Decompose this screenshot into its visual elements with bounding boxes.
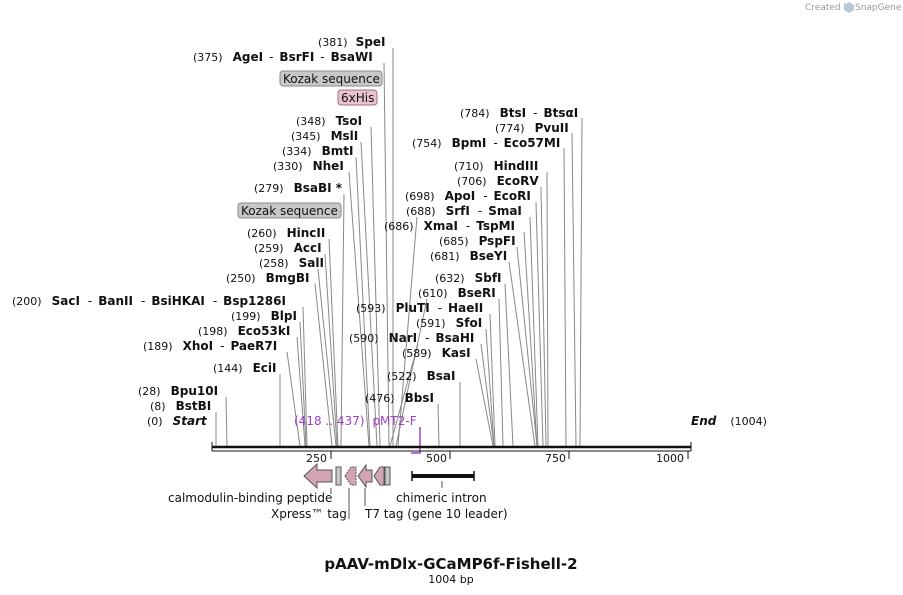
- start-marker: (0) Start: [147, 414, 208, 428]
- site-bpmi: (754) BpmI - Eco57MI: [412, 136, 560, 150]
- site-hincii: (260) HincII: [247, 226, 325, 240]
- site-sfoi: (591) SfoI: [416, 316, 482, 330]
- tick-750: 750: [545, 452, 566, 465]
- map-ends: (0) Start End (1004): [147, 414, 767, 428]
- t7-label: T7 tag (gene 10 leader): [364, 507, 508, 521]
- his-tag-feature-arrow: [373, 466, 385, 486]
- site-bseyi: (681) BseYI: [430, 249, 507, 263]
- his-tag-label: 6xHis: [341, 91, 374, 105]
- site-sbfi: (632) SbfI: [435, 271, 502, 285]
- site-bsai: (522) BsaI: [387, 369, 455, 383]
- site-bmgbi: (250) BmgBI: [226, 271, 309, 285]
- site-saci: (200) SacI - BanII - BsiHKAI - Bsp1286I: [12, 294, 286, 308]
- chimeric-intron-label: chimeric intron: [396, 491, 487, 505]
- xpress-tag-arrow: [344, 466, 357, 486]
- site-ecii: (144) EciI: [213, 361, 276, 375]
- primer-label: (418 .. 437) pMT2-F: [294, 414, 417, 428]
- tick-1000: 1000: [656, 452, 684, 465]
- site-bstbi: (8) BstBI: [150, 399, 211, 413]
- tick-500: 500: [426, 452, 447, 465]
- site-ecorv: (706) EcoRV: [457, 174, 539, 188]
- end-marker: End (1004): [691, 414, 767, 428]
- t7-tag-arrow: [357, 463, 373, 489]
- site-msli: (345) MslI: [291, 129, 358, 143]
- site-bbsi: (476) BbsI: [365, 391, 434, 405]
- site-pspfi: (685) PspFI: [439, 234, 516, 248]
- brand-label: SnapGene: [855, 3, 902, 13]
- site-lines: [215, 48, 583, 447]
- plasmid-length: 1004 bp: [428, 573, 473, 586]
- site-btsi: (784) BtsI - BtsαI: [460, 106, 578, 120]
- primer-pmt2f: (418 .. 437) pMT2-F: [294, 414, 421, 454]
- site-apoi: (698) ApoI - EcoRI: [405, 189, 531, 203]
- site-blpi: (199) BlpI: [231, 309, 297, 323]
- primer-arrow: [411, 427, 421, 454]
- snapgene-credit: Created by SnapGene: [805, 2, 902, 13]
- site-nari: (590) NarI - BsaHI: [349, 331, 474, 345]
- site-bsabi: (279) BsaBI *: [254, 181, 343, 195]
- site-beri: (610) BseRI: [418, 286, 496, 300]
- site-agei: (375) AgeI - BsrFI - BsaWI: [193, 50, 373, 64]
- site-kasi: (589) KasI: [402, 346, 471, 360]
- site-bmti: (334) BmtI: [282, 144, 353, 158]
- xpress-label: Xpress™ tag: [271, 507, 347, 521]
- site-xhoi: (189) XhoI - PaeR7I: [143, 339, 277, 353]
- site-labels-right: (784) BtsI - BtsαI (774) PvuII (754) BpmI - Eco…: [349, 106, 578, 405]
- site-xmai: (686) XmaI - TspMI: [384, 219, 515, 233]
- site-bpu10i: (28) Bpu10I: [138, 384, 218, 398]
- kozak-label-1: Kozak sequence: [283, 72, 380, 86]
- site-hindiii: (710) HindIII: [454, 159, 538, 173]
- site-spei: (381) SpeI: [318, 35, 385, 49]
- site-pluti: (593) PluTI - HaeII: [356, 301, 483, 315]
- site-eco53ki: (198) Eco53kI: [198, 324, 290, 338]
- sequence-line: 250 500 750 1000: [211, 442, 692, 465]
- his-tag-box: [337, 89, 378, 106]
- kozak-box-1: [279, 70, 383, 87]
- tick-250: 250: [306, 452, 327, 465]
- calmodulin-label: calmodulin-binding peptide: [168, 491, 332, 505]
- feature-track: calmodulin-binding peptide Xpress™ tag T…: [168, 462, 508, 521]
- kozak-feature-block-1: [335, 466, 342, 486]
- site-srfi: (688) SrfI - SmaI: [406, 204, 522, 218]
- site-sali: (258) SalI: [259, 256, 324, 270]
- created-by-label: Created by: [805, 3, 855, 13]
- snapgene-logo-icon: [844, 2, 854, 13]
- site-acci: (259) AccI: [254, 241, 322, 255]
- plasmid-title: pAAV-mDlx-GCaMP6f-Fishell-2: [324, 555, 577, 573]
- kozak-box-2: [237, 202, 342, 219]
- site-labels-left: (381) SpeI (375) AgeI - BsrFI - BsaWI (348) Tso…: [12, 35, 385, 413]
- calmodulin-binding-peptide-arrow: [303, 462, 333, 490]
- site-pvuii: (774) PvuII: [495, 121, 569, 135]
- site-tsoi: (348) TsoI: [296, 114, 362, 128]
- feature-boxes-above: Kozak sequence 6xHis Kozak sequence: [237, 70, 383, 219]
- kozak-label-2: Kozak sequence: [241, 204, 338, 218]
- kozak-feature-block-2: [384, 466, 391, 486]
- site-nhei: (330) NheI: [273, 159, 344, 173]
